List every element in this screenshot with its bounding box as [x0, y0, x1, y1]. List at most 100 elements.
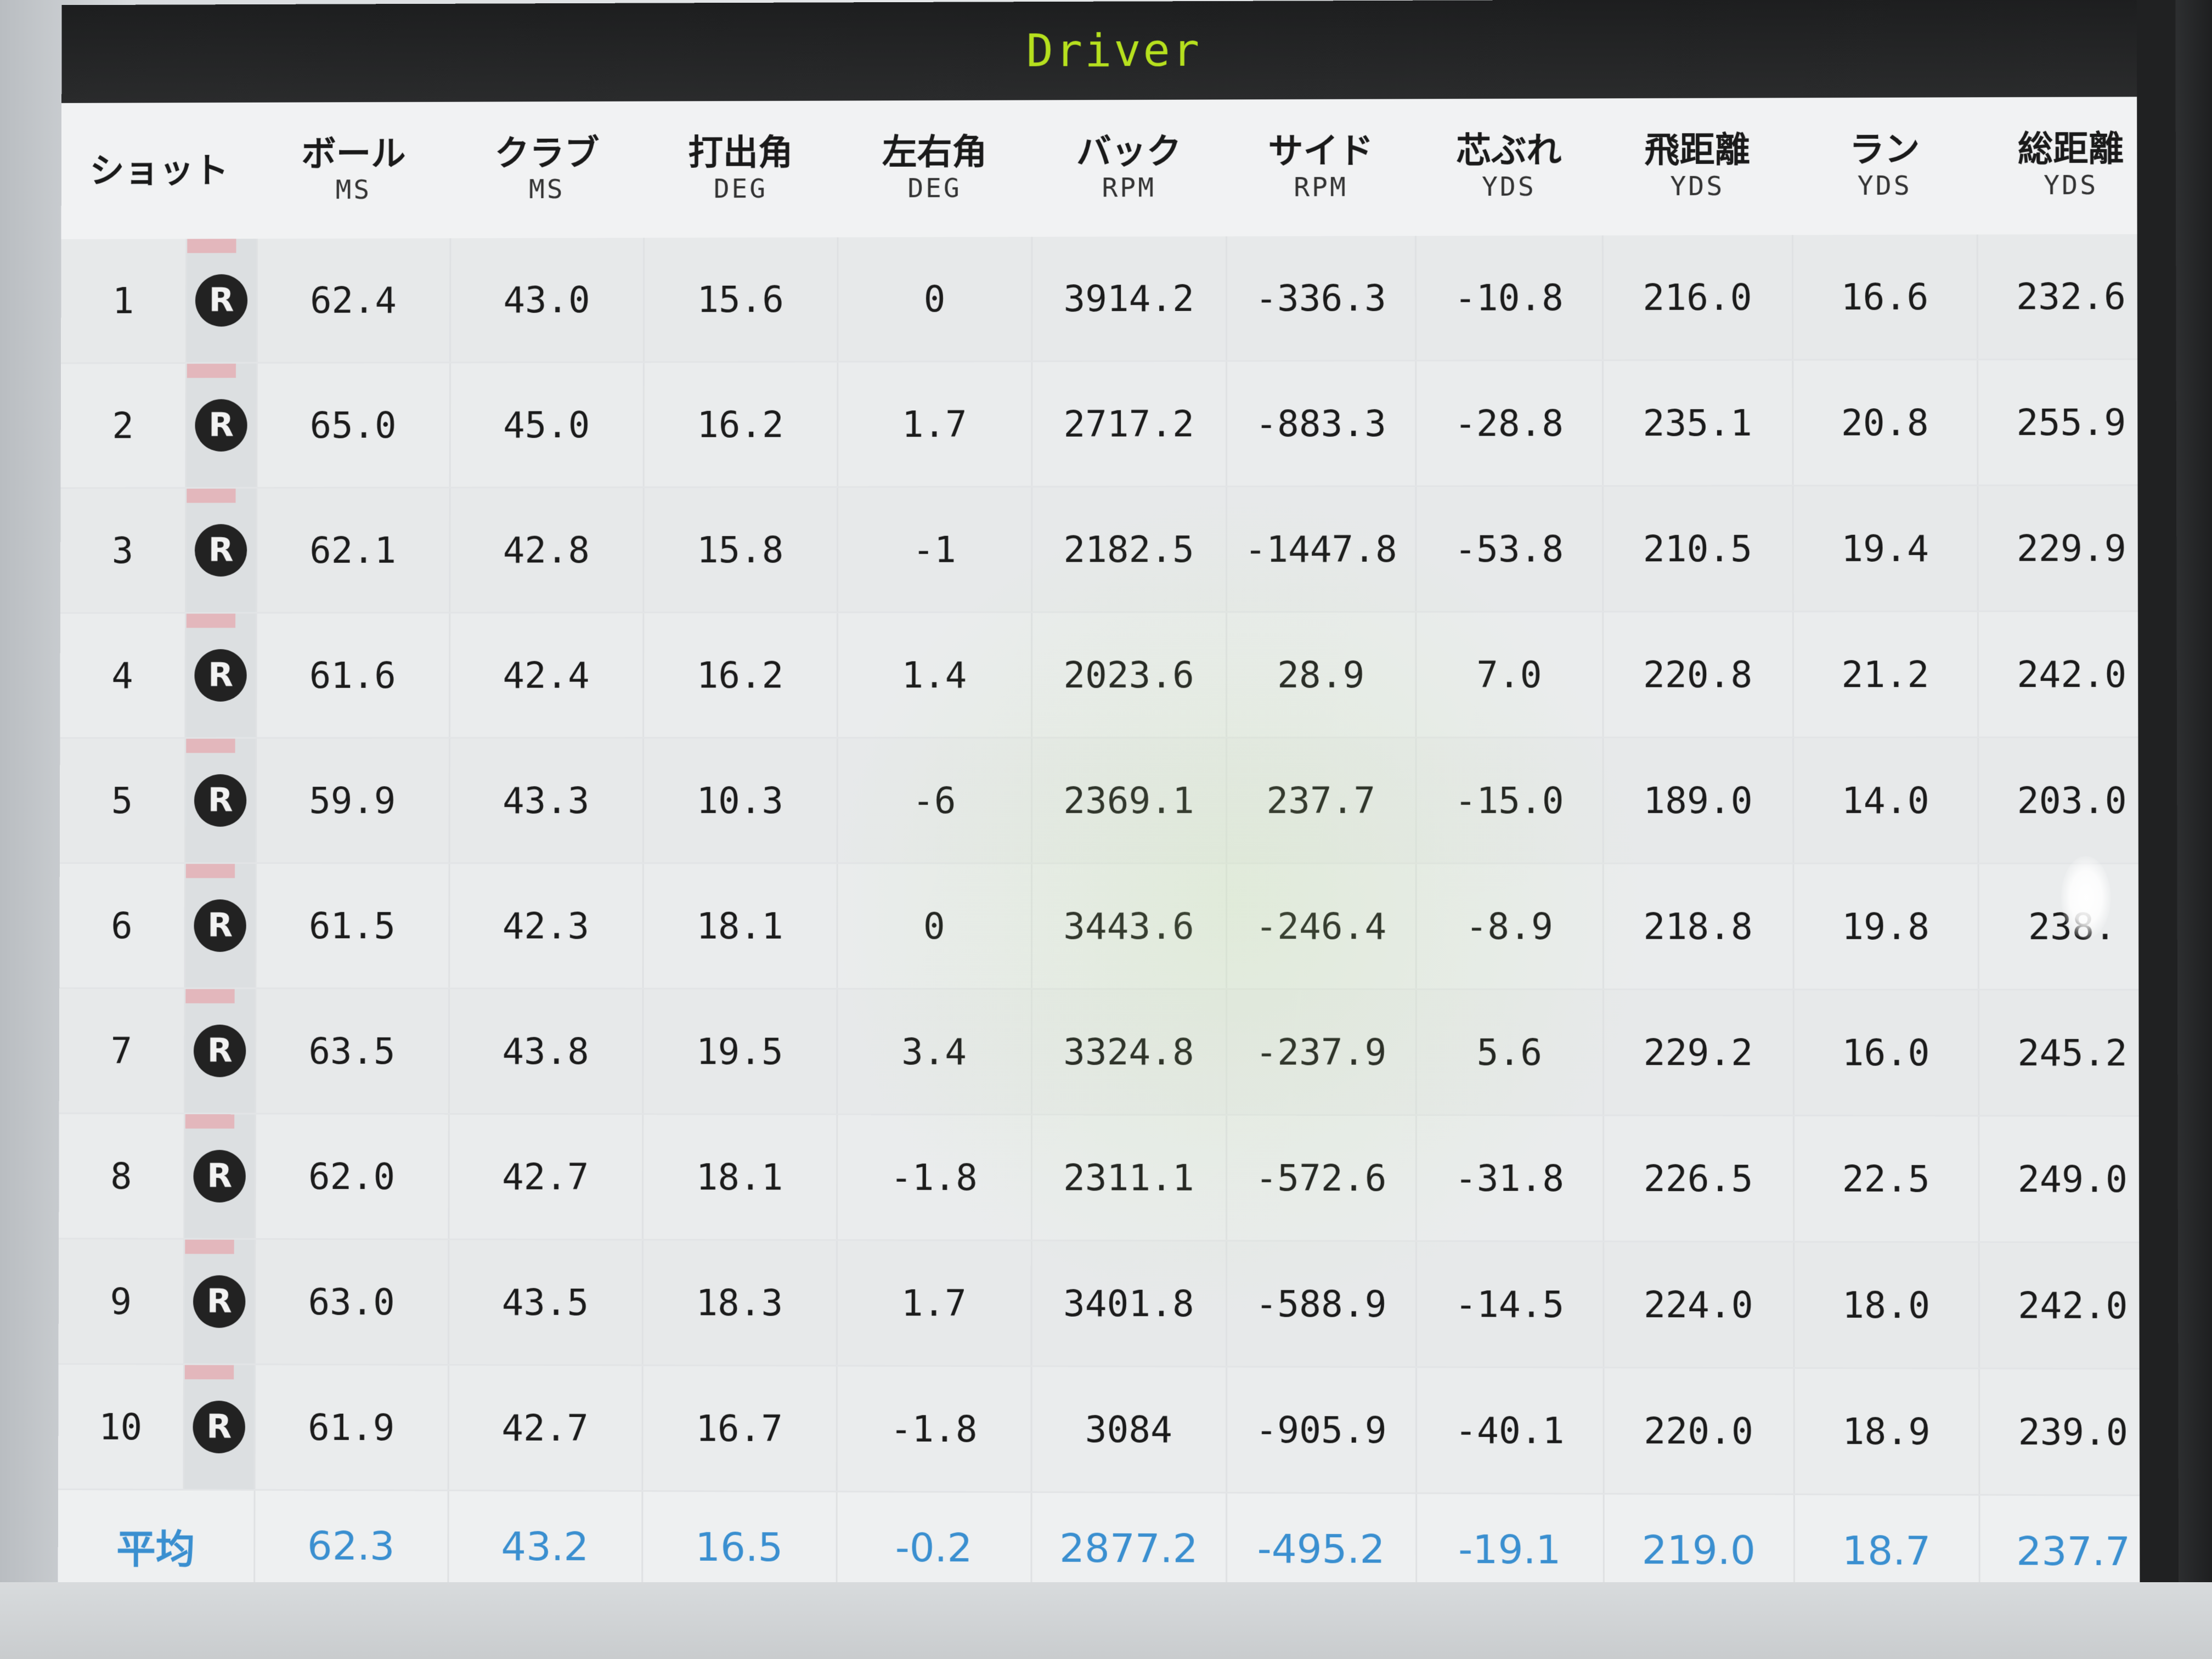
cell-side: -883.3: [1226, 360, 1416, 487]
column-header-unit: RPM: [1294, 172, 1348, 203]
column-header-label: ラン: [1849, 129, 1920, 171]
right-hand-badge: R: [194, 774, 247, 827]
shot-number: 9: [58, 1238, 184, 1364]
column-header-launch-angle[interactable]: 打出角 DEG: [644, 100, 838, 238]
cell-launch: 16.2: [643, 612, 837, 738]
cell-back: 3401.8: [1031, 1240, 1227, 1367]
column-header-unit: YDS: [1481, 171, 1536, 202]
table-row[interactable]: 2 R 65.0 45.0 16.2 1.7 2717.2 -883.3 -28.8 235.1 2…: [60, 359, 2165, 488]
cell-launch: 15.8: [643, 487, 838, 613]
cell-back: 2311.1: [1031, 1114, 1227, 1241]
cell-launch: 15.6: [643, 237, 838, 362]
cell-side: -905.9: [1226, 1367, 1417, 1493]
shot-data-table: ショット ボール MS クラブ MS 打出角 DEG 左右角 DEG バック RPM サイ…: [58, 97, 2169, 1609]
cell-side: -588.9: [1226, 1240, 1417, 1367]
cell-lr: 0: [837, 236, 1032, 362]
hand-cell: R: [184, 738, 256, 864]
cell-run: 19.4: [1792, 485, 1978, 612]
cell-run: 16.0: [1793, 989, 1979, 1116]
column-header-unit: DEG: [907, 173, 962, 204]
cell-ball: 62.1: [256, 487, 450, 613]
cell-run: 18.0: [1793, 1242, 1979, 1369]
cell-back: 3084: [1031, 1366, 1227, 1493]
cell-ball: 62.4: [256, 238, 450, 363]
column-header-lr-angle[interactable]: 左右角 DEG: [837, 100, 1032, 238]
cell-club: 43.3: [449, 737, 644, 864]
cell-carry: 210.5: [1602, 486, 1793, 612]
column-header-carry[interactable]: 飛距離 YDS: [1602, 98, 1793, 236]
column-header-unit: DEG: [713, 173, 768, 205]
cell-carry: 220.8: [1602, 611, 1793, 738]
cell-back: 2369.1: [1031, 737, 1227, 864]
monitor-bezel: [2136, 0, 2179, 1629]
cell-ball: 62.0: [255, 1113, 449, 1239]
cell-ball: 65.0: [256, 362, 450, 488]
column-header-offset[interactable]: 芯ぶれ YDS: [1415, 98, 1602, 236]
column-header-backspin[interactable]: バック RPM: [1031, 99, 1227, 237]
cell-offset: -40.1: [1416, 1367, 1604, 1494]
column-header-unit: YDS: [1857, 170, 1912, 201]
cell-ball: 61.6: [256, 612, 450, 738]
right-hand-badge: R: [194, 524, 247, 577]
table-row[interactable]: 4 R 61.6 42.4 16.2 1.4 2023.6 28.9 7.0 220.8 21.2 2…: [60, 611, 2166, 738]
table-header: ショット ボール MS クラブ MS 打出角 DEG 左右角 DEG バック RPM サイ…: [61, 97, 2165, 240]
table-row[interactable]: 6 R 61.5 42.3 18.1 0 3443.6 -246.4 -8.9 218.8 19.8…: [59, 863, 2166, 990]
cell-club: 42.3: [449, 863, 643, 989]
shot-number: 10: [58, 1364, 184, 1490]
table-row[interactable]: 9 R 63.0 43.5 18.3 1.7 3401.8 -588.9 -14.5 224.0 1…: [58, 1238, 2168, 1369]
title-bar: Driver: [61, 0, 2176, 103]
cell-club: 42.7: [448, 1364, 642, 1491]
cell-ball: 63.5: [255, 988, 449, 1114]
cell-back: 3324.8: [1031, 989, 1227, 1115]
column-header-label: 打出角: [688, 132, 793, 173]
column-header-sidespin[interactable]: サイド RPM: [1226, 99, 1416, 236]
cell-side: 237.7: [1226, 737, 1416, 864]
cell-side: -572.6: [1226, 1115, 1416, 1242]
cell-club: 42.4: [449, 612, 644, 738]
table-row[interactable]: 1 R 62.4 43.0 15.6 0 3914.2 -336.3 -10.8 216.0 16.…: [61, 234, 2165, 364]
cell-club: 42.8: [449, 487, 644, 613]
cell-run: 16.6: [1792, 234, 1978, 360]
cell-launch: 19.5: [642, 988, 837, 1115]
shot-number: 7: [59, 988, 185, 1114]
column-header-ball[interactable]: ボール MS: [257, 101, 450, 239]
cell-side: -1447.8: [1226, 486, 1416, 612]
screen-glare: [2061, 856, 2111, 939]
cell-carry: 224.0: [1603, 1241, 1794, 1368]
cell-offset: -31.8: [1415, 1115, 1604, 1242]
cell-ball: 63.0: [255, 1239, 449, 1365]
cell-carry: 229.2: [1602, 989, 1793, 1116]
table-row[interactable]: 8 R 62.0 42.7 18.1 -1.8 2311.1 -572.6 -31.8 226.5…: [59, 1113, 2167, 1243]
table-row[interactable]: 7 R 63.5 43.8 19.5 3.4 3324.8 -237.9 5.6 229.2 16.…: [59, 988, 2167, 1116]
cell-launch: 18.3: [642, 1239, 837, 1366]
header-row: ショット ボール MS クラブ MS 打出角 DEG 左右角 DEG バック RPM サイ…: [61, 97, 2165, 240]
column-header-run[interactable]: ラン YDS: [1792, 97, 1977, 235]
column-header-label: サイド: [1268, 131, 1374, 172]
cell-lr: 0: [837, 863, 1032, 989]
monitor-screen: Driver ショット ボール MS クラブ: [58, 0, 2179, 1629]
cell-offset: -8.9: [1415, 863, 1603, 990]
cell-back: 2023.6: [1031, 612, 1227, 738]
shot-number: 6: [59, 863, 185, 989]
column-header-label: ボール: [301, 133, 406, 174]
cell-lr: -1.8: [837, 1114, 1031, 1240]
column-header-club[interactable]: クラブ MS: [450, 101, 644, 239]
cell-back: 2182.5: [1031, 486, 1227, 612]
cell-carry: 226.5: [1603, 1115, 1794, 1242]
table-row[interactable]: 10 R 61.9 42.7 16.7 -1.8 3084 -905.9 -40.1 220.0 1…: [58, 1364, 2168, 1496]
right-hand-badge: R: [193, 1149, 246, 1203]
cell-ball: 61.9: [254, 1364, 449, 1491]
cell-back: 3914.2: [1031, 236, 1227, 362]
table-row[interactable]: 5 R 59.9 43.3 10.3 -6 2369.1 237.7 -15.0 189.0 14.…: [59, 737, 2166, 864]
cell-club: 42.7: [448, 1114, 643, 1240]
table-row[interactable]: 3 R 62.1 42.8 15.8 -1 2182.5 -1447.8 -53.8 210.5 1…: [60, 485, 2166, 613]
column-header-shot[interactable]: ショット: [61, 102, 257, 240]
hand-cell: R: [185, 363, 257, 488]
cell-launch: 10.3: [642, 737, 837, 864]
column-header-label: 芯ぶれ: [1456, 130, 1562, 171]
cell-side: 28.9: [1226, 612, 1416, 738]
cell-run: 22.5: [1793, 1115, 1979, 1243]
column-header-label: 左右角: [882, 132, 988, 173]
cell-offset: -15.0: [1415, 737, 1603, 864]
